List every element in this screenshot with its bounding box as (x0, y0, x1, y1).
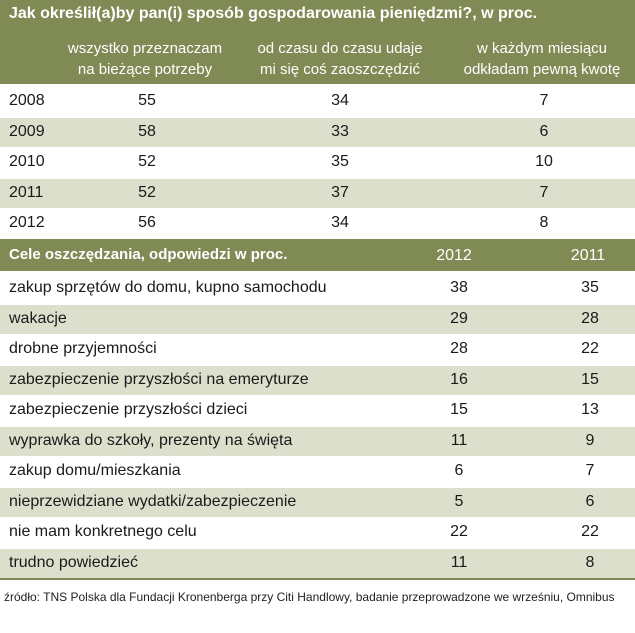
table1-row: 2012 56 34 8 (0, 208, 635, 239)
row-label: zakup domu/mieszkania (9, 462, 181, 479)
row-separator (0, 517, 635, 518)
table1-value: 52 (138, 183, 156, 201)
table2-value: 38 (450, 279, 468, 296)
table2-value: 28 (450, 340, 468, 357)
row-label: drobne przyjemności (9, 340, 157, 357)
table1-row: 2010 52 35 10 (0, 147, 635, 178)
table1-title: Jak określił(a)by pan(i) sposób gospodar… (9, 5, 538, 22)
table2-row: drobne przyjemności 28 22 (0, 334, 635, 365)
row-label: zakup sprzętów do domu, kupno samochodu (9, 279, 327, 296)
table1-row: 2009 58 33 6 (0, 116, 635, 148)
table2-value: 15 (581, 370, 599, 388)
row-label: zabezpieczenie przyszłości dzieci (9, 401, 248, 418)
row-label: nie mam konkretnego celu (9, 523, 197, 540)
table2-value: 15 (450, 401, 468, 418)
row-separator (0, 147, 635, 149)
table2-value: 11 (450, 431, 468, 449)
table1-value: 55 (138, 92, 156, 109)
table1-col-header-3: w każdym miesiącu odkładam pewną kwotę (463, 40, 621, 78)
row-separator (0, 456, 635, 457)
table1-value: 7 (539, 92, 549, 109)
table2-row: nieprzewidziane wydatki/zabezpieczenie 5 6 (0, 486, 635, 517)
table2-value: 6 (454, 462, 464, 479)
table1-value: 56 (138, 214, 156, 232)
table2-header: Cele oszczędzania, odpowiedzi w proc. 20… (0, 239, 635, 271)
table2-row: zakup domu/mieszkania 6 7 (0, 456, 635, 487)
row-label: 2010 (9, 153, 45, 171)
table1-value: 34 (331, 214, 349, 232)
row-separator (0, 208, 635, 210)
table2-value: 6 (585, 492, 595, 510)
table1-header: Jak określił(a)by pan(i) sposób gospodar… (0, 0, 635, 84)
table2-row: trudno powiedzieć 11 8 (0, 547, 635, 578)
table2-row: nie mam konkretnego celu 22 22 (0, 517, 635, 548)
row-label: 2012 (9, 214, 45, 232)
table1-value: 37 (331, 183, 349, 201)
table2-value: 5 (454, 492, 464, 510)
row-separator (0, 303, 635, 305)
table2-value: 22 (581, 523, 599, 540)
table2-title: Cele oszczędzania, odpowiedzi w proc. (9, 246, 288, 263)
source-note: źródło: TNS Polska dla Fundacji Kronenbe… (4, 590, 615, 604)
row-label: nieprzewidziane wydatki/zabezpieczenie (9, 492, 297, 510)
table2-value: 29 (450, 309, 468, 327)
row-separator (0, 395, 635, 396)
row-label: 2011 (9, 183, 44, 201)
table2-value: 28 (581, 309, 599, 327)
table2-value: 7 (585, 462, 595, 479)
table2-value: 35 (581, 279, 599, 296)
row-label: zabezpieczenie przyszłości na emeryturze (9, 370, 309, 388)
row-label: wakacje (9, 309, 67, 327)
table2-value: 13 (581, 401, 599, 418)
table2-value: 22 (450, 523, 468, 540)
table1-value: 34 (331, 92, 349, 109)
table1-value: 33 (331, 122, 349, 140)
table1-value: 10 (535, 153, 553, 171)
table1-value: 8 (539, 214, 549, 232)
row-label: 2009 (9, 122, 45, 140)
row-separator (0, 547, 635, 549)
table1-value: 6 (539, 122, 549, 140)
row-separator (0, 364, 635, 366)
row-label: trudno powiedzieć (9, 553, 138, 571)
table2-value: 8 (585, 553, 595, 571)
table2-value: 22 (581, 340, 599, 357)
table2-row: zabezpieczenie przyszłości na emeryturze… (0, 364, 635, 395)
row-separator (0, 177, 635, 179)
table1-value: 58 (138, 122, 156, 140)
row-label: wyprawka do szkoły, prezenty na święta (9, 431, 293, 449)
row-separator (0, 116, 635, 118)
table1-col-header-1: wszystko przeznaczam na bieżące potrzeby (67, 40, 223, 78)
table1-value: 52 (138, 153, 156, 171)
table2-row: zakup sprzętów do domu, kupno samochodu 3… (0, 273, 635, 304)
row-label: 2008 (9, 92, 45, 109)
table2-value: 9 (585, 431, 595, 449)
row-separator (0, 425, 635, 427)
table2-value: 16 (450, 370, 468, 388)
row-separator (0, 334, 635, 335)
table2-row: wyprawka do szkoły, prezenty na święta 11… (0, 425, 635, 456)
row-separator (0, 486, 635, 488)
table2-value: 11 (450, 553, 468, 571)
table2-col-header-2012: 2012 (436, 247, 472, 264)
table1-col-header-2: od czasu do czasu udaje mi się coś zaosz… (257, 40, 423, 78)
bottom-divider (0, 578, 635, 580)
table1-row: 2008 55 34 7 (0, 86, 635, 117)
table2-col-header-2011: 2011 (570, 247, 606, 264)
table1-value: 7 (539, 183, 549, 201)
table1-row: 2011 52 37 7 (0, 177, 635, 209)
table1-value: 35 (331, 153, 349, 171)
table2-row: wakacje 29 28 (0, 303, 635, 334)
table2-row: zabezpieczenie przyszłości dzieci 15 13 (0, 395, 635, 426)
